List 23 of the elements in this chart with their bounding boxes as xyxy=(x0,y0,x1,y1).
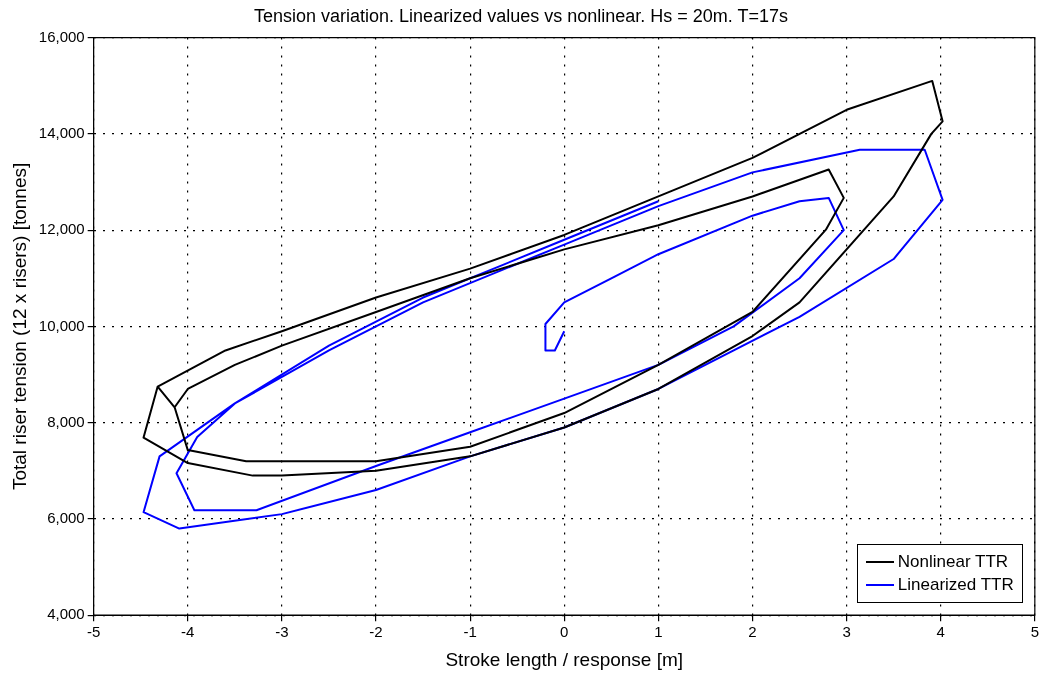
y-tick-label: 14,000 xyxy=(38,124,85,142)
y-tick-label: 4,000 xyxy=(47,605,85,623)
x-tick-label: 0 xyxy=(560,623,569,641)
legend-label: Linearized TTR xyxy=(897,575,1014,596)
x-tick-label: 4 xyxy=(936,623,945,641)
y-tick-label: 8,000 xyxy=(47,412,85,430)
y-tick-label: 10,000 xyxy=(38,316,85,334)
y-axis-title: Total riser tension (12 x risers) [tonnes] xyxy=(8,162,30,491)
legend-label: Nonlinear TTR xyxy=(897,552,1009,573)
x-tick-label: -4 xyxy=(181,623,195,641)
x-tick-label: -2 xyxy=(369,623,383,641)
x-tick-label: -3 xyxy=(275,623,289,641)
x-tick-label: 5 xyxy=(1030,623,1039,641)
x-tick-label: 2 xyxy=(748,623,757,641)
x-tick-label: -5 xyxy=(87,623,101,641)
y-tick-label: 6,000 xyxy=(47,509,85,527)
x-tick-label: 1 xyxy=(654,623,663,641)
y-tick-label: 12,000 xyxy=(38,220,85,238)
x-tick-label: 3 xyxy=(842,623,851,641)
chart-title: Tension variation. Linearized values vs nonlinear. Hs = 20m. T=17s xyxy=(254,5,788,26)
y-tick-label: 16,000 xyxy=(38,27,85,45)
x-tick-label: -1 xyxy=(463,623,477,641)
x-axis-title: Stroke length / response [m] xyxy=(445,648,684,670)
